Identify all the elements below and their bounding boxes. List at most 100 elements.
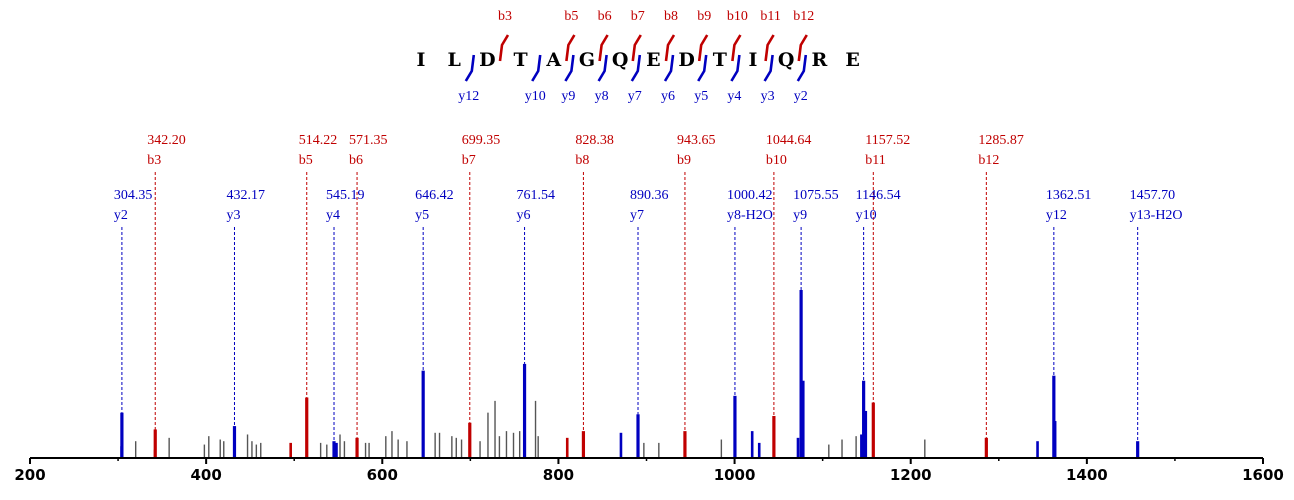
- peak-ion-label: y7: [630, 208, 644, 223]
- peak-ion-label: b8: [575, 153, 589, 168]
- y-fragment-label: y12: [458, 89, 479, 104]
- peak-bar-minor: [339, 434, 341, 458]
- peak-bar-b5: [305, 397, 309, 458]
- annotation-guides: [121, 172, 1139, 442]
- y-fragment-marker: [531, 54, 542, 82]
- peak-mz-label: 1000.42: [727, 188, 773, 203]
- peak-mz-label: 828.38: [575, 133, 614, 148]
- y-fragment-marker: [796, 54, 808, 82]
- sequence-residue: D: [678, 49, 694, 71]
- peak-bar-minor: [391, 431, 393, 458]
- b-fragment-marker: [498, 34, 510, 62]
- peak-mz-label: 571.35: [349, 133, 388, 148]
- y-fragment-marker: [597, 54, 608, 82]
- b-fragment-marker: [664, 34, 676, 62]
- peak-bar-b7: [468, 422, 472, 458]
- peak-bar-minor: [512, 432, 515, 458]
- peak-bar-minor: [924, 439, 926, 458]
- peak-bar-minor: [828, 444, 830, 458]
- sequence-residue: T: [514, 49, 528, 71]
- peak-bar-minor: [289, 442, 292, 458]
- y-fragment-marker: [697, 54, 708, 82]
- peak-bar-minor: [864, 410, 868, 458]
- peak-mz-label: 514.22: [299, 133, 338, 148]
- y-fragment-label: y10: [525, 89, 546, 104]
- peak-ion-label: b5: [299, 153, 313, 168]
- peak-mz-label: 1146.54: [856, 188, 901, 203]
- peak-ion-label: b6: [349, 153, 363, 168]
- y-fragment-label: y8: [595, 89, 609, 104]
- peak-bar-minor: [1036, 441, 1039, 458]
- peak-bar-minor: [134, 441, 137, 458]
- peak-bar-minor: [246, 434, 249, 458]
- sequence-residue: R: [812, 49, 828, 71]
- y-fragment-label: y2: [794, 89, 808, 104]
- peak-ion-label: y3: [226, 208, 240, 223]
- b-fragment-label: b10: [727, 9, 748, 24]
- sequence-residue: E: [845, 49, 859, 71]
- peak-bar-minor: [326, 444, 328, 458]
- peak-bar-y5: [421, 370, 425, 458]
- peak-ion-label: b11: [865, 153, 885, 168]
- peak-bar-minor: [255, 444, 258, 458]
- peak-bar-minor: [796, 437, 800, 458]
- x-tick-label: 1200: [890, 466, 932, 484]
- peak-ion-label: b10: [766, 153, 787, 168]
- peak-bar-y7: [636, 414, 640, 458]
- peak-ion-label: y4: [326, 208, 340, 223]
- peak-bar-minor: [168, 437, 170, 458]
- x-tick-label: 200: [14, 466, 45, 484]
- b-fragment-marker: [697, 34, 709, 62]
- b-fragment-marker: [631, 34, 642, 62]
- peak-bar-y10: [862, 380, 866, 458]
- sequence-residue: G: [579, 49, 595, 71]
- peak-bar-minor: [841, 439, 843, 458]
- peak-bar-minor: [860, 434, 863, 458]
- peak-bar-minor: [451, 436, 453, 458]
- peak-bar-minor: [434, 432, 436, 458]
- peak-bar-b10: [772, 416, 776, 458]
- peak-bar-minor: [494, 400, 496, 458]
- peak-bar-minor: [801, 380, 805, 458]
- peak-mz-label: 646.42: [415, 188, 454, 203]
- peak-bar-y8-H2O: [733, 395, 737, 458]
- b-fragment-label: b7: [631, 9, 645, 24]
- peak-bar-y2: [120, 412, 124, 458]
- peak-bar-minor: [487, 412, 489, 458]
- peak-bar-minor: [565, 437, 569, 458]
- peak-ion-label: y5: [415, 208, 429, 223]
- x-tick-label: 1600: [1242, 466, 1284, 484]
- peak-bar-b12: [984, 437, 988, 458]
- peak-mz-label: 699.35: [462, 133, 501, 148]
- peak-bar-minor: [343, 441, 346, 458]
- peak-bar-b8: [581, 431, 586, 458]
- peak-bar-minor: [364, 442, 367, 458]
- y-fragment-label: y5: [694, 89, 708, 104]
- spectrum-peaks: [120, 290, 1140, 458]
- peak-mz-label: 1075.55: [793, 188, 839, 203]
- x-axis: 200 400 600 800 1000 1200 1400 1600: [14, 457, 1284, 484]
- x-tick-label: 1000: [714, 466, 756, 484]
- y-fragment-marker: [663, 54, 675, 82]
- peak-mz-label: 1285.87: [978, 133, 1024, 148]
- peak-bar-minor: [757, 442, 761, 458]
- peak-mz-label: 1362.51: [1046, 188, 1092, 203]
- peak-mz-label: 1044.64: [766, 133, 812, 148]
- peak-bar-minor: [203, 444, 206, 458]
- peak-mz-label: 943.65: [677, 133, 716, 148]
- peak-bar-minor: [406, 441, 408, 458]
- sequence-residue: I: [417, 49, 426, 71]
- peak-bar-minor: [643, 442, 645, 458]
- peak-mz-label: 545.19: [326, 188, 365, 203]
- peak-bar-minor: [251, 441, 253, 458]
- peak-ion-label: b12: [978, 153, 999, 168]
- y-fragment-label: y4: [727, 89, 741, 104]
- peak-bar-y9: [799, 290, 803, 458]
- y-fragment-label: y7: [628, 89, 642, 104]
- peak-bar-minor: [518, 431, 521, 458]
- peak-bar-minor: [534, 400, 537, 458]
- peak-mz-label: 761.54: [517, 188, 556, 203]
- peak-bar-minor: [319, 442, 322, 458]
